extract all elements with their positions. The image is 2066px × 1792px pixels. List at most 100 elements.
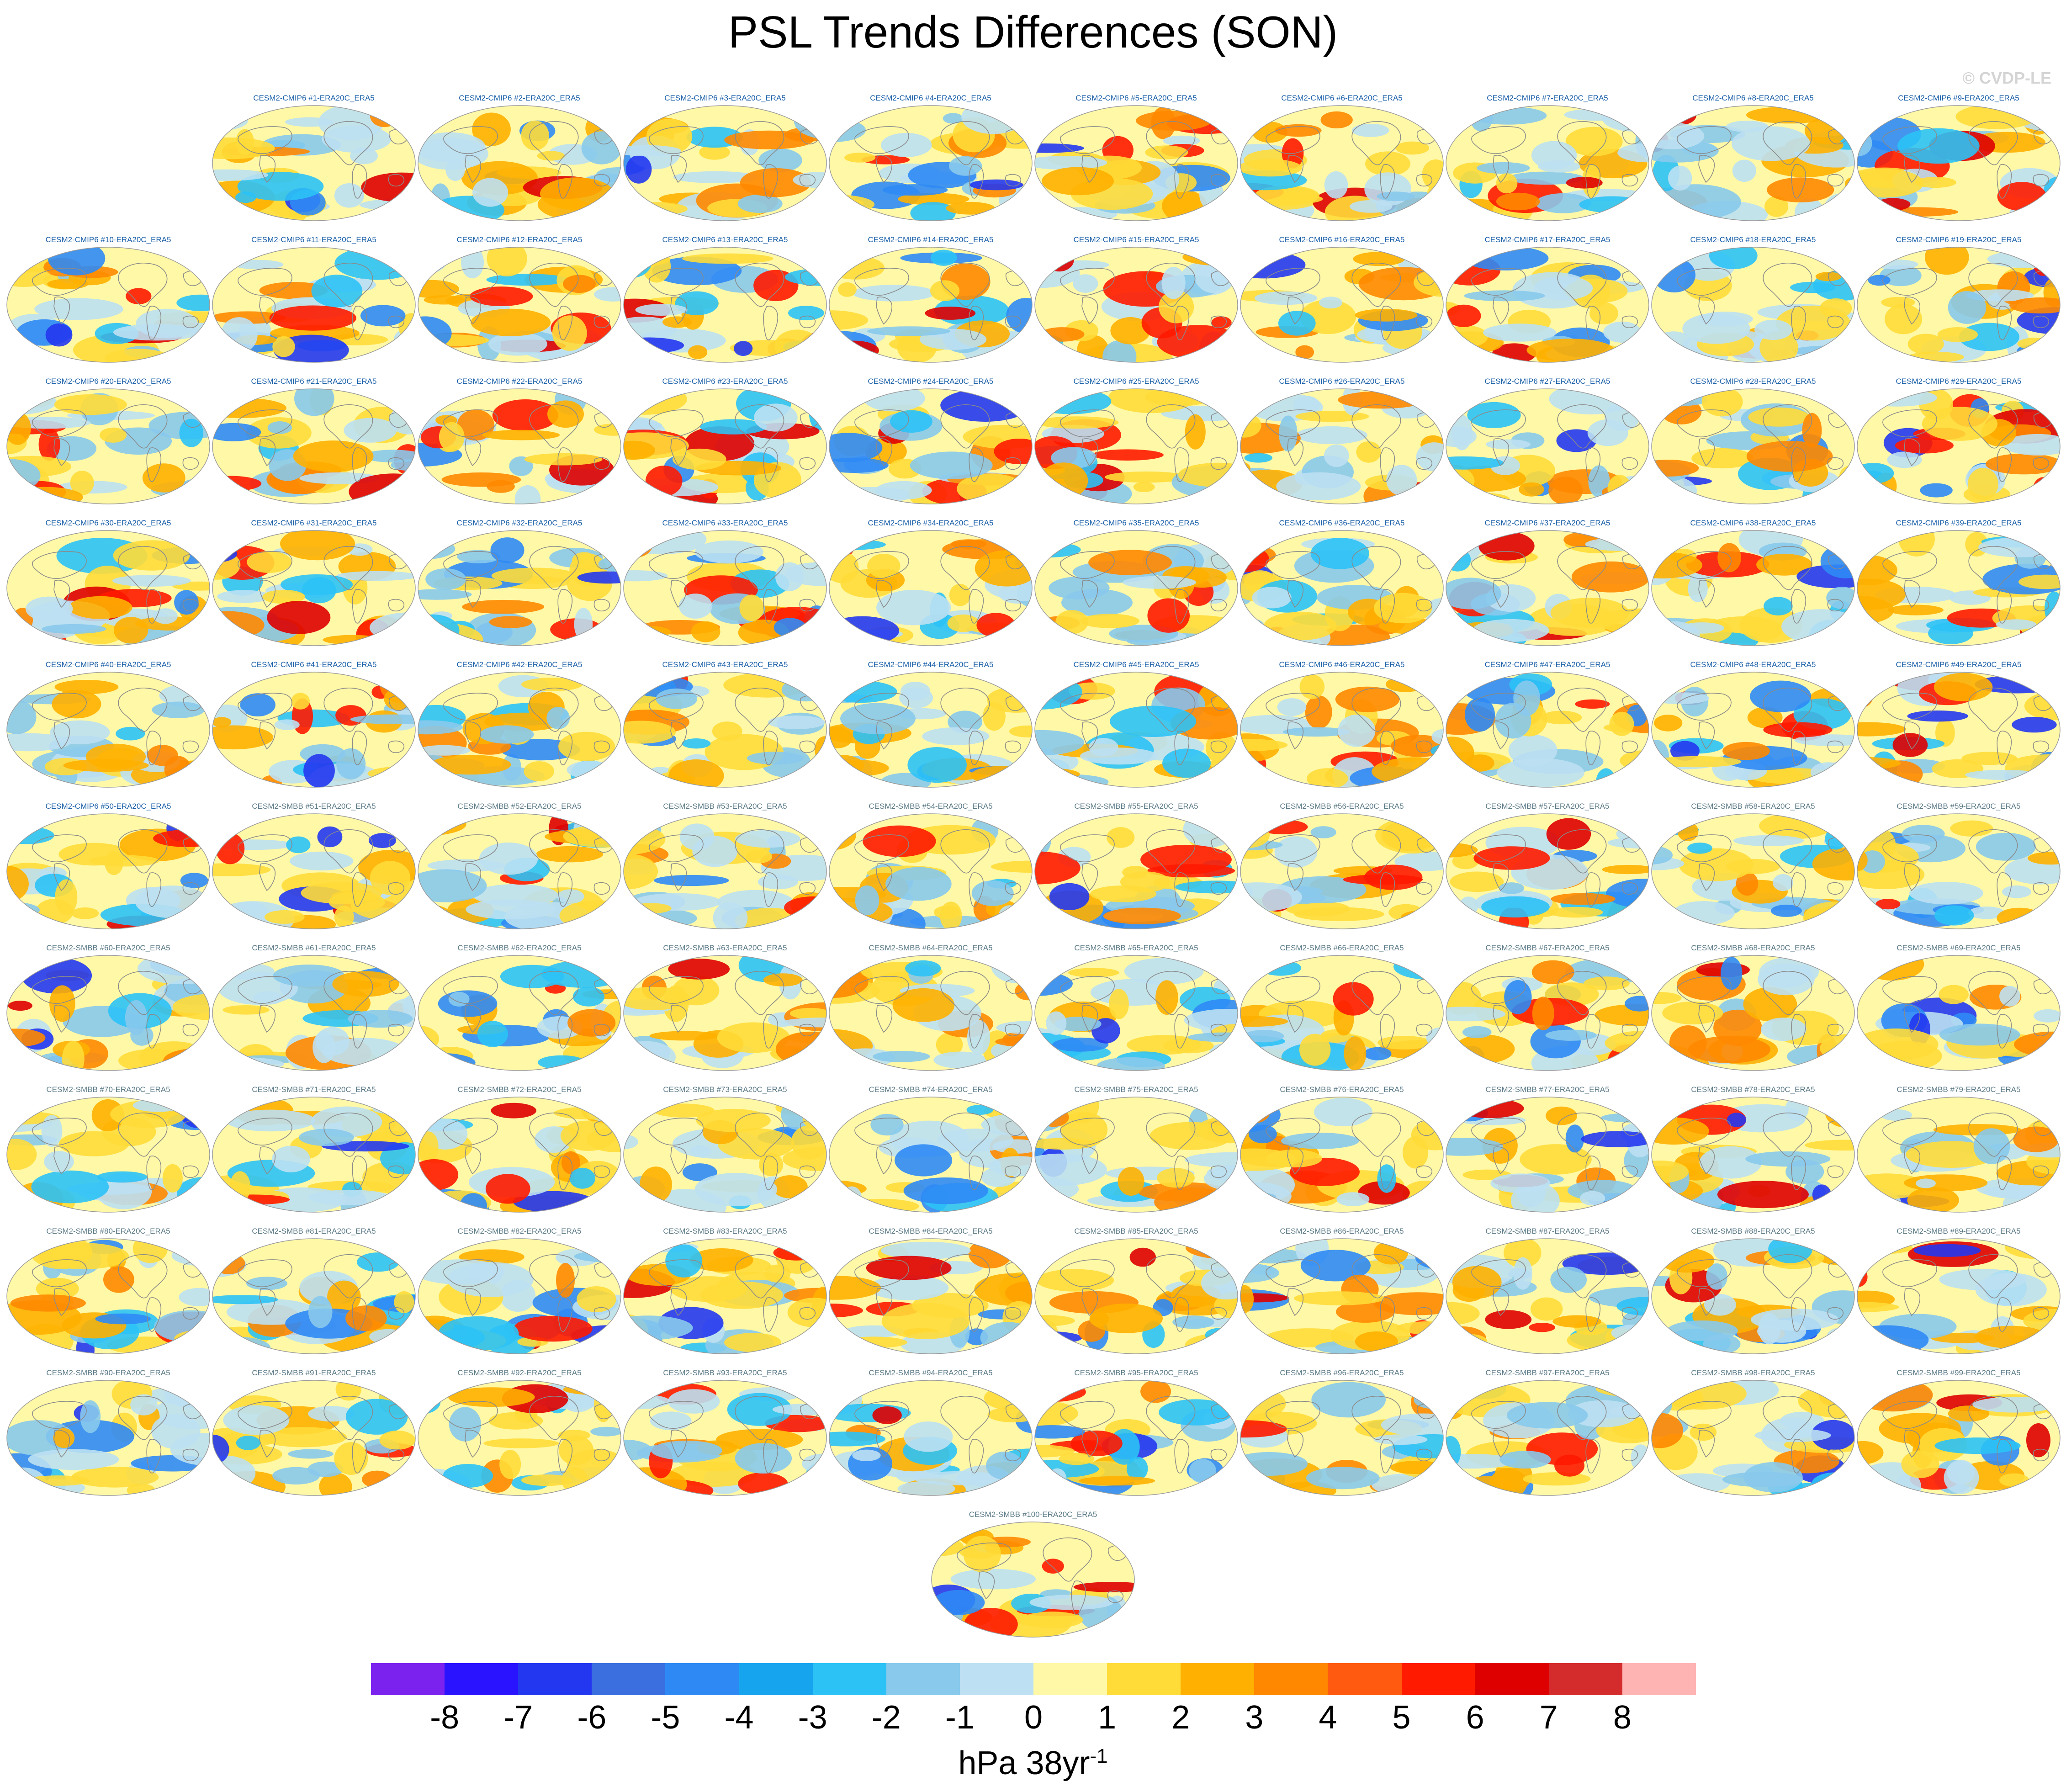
- world-map-plot: [1446, 813, 1649, 929]
- panel-title: CESM2-SMBB #82-ERA20C_ERA5: [457, 1227, 582, 1235]
- panel-title: CESM2-SMBB #51-ERA20C_ERA5: [252, 802, 376, 811]
- map-panel: CESM2-SMBB #74-ERA20C_ERA5: [828, 1085, 1033, 1213]
- panel-title: CESM2-CMIP6 #38-ERA20C_ERA5: [1690, 519, 1816, 527]
- map-panel: CESM2-CMIP6 #23-ERA20C_ERA5: [622, 377, 828, 505]
- colorbar-tick-label: -8: [430, 1699, 460, 1736]
- world-map-plot: [1651, 1097, 1855, 1213]
- panel-title: CESM2-SMBB #59-ERA20C_ERA5: [1896, 802, 2021, 811]
- world-map-plot: [1034, 1238, 1238, 1354]
- panel-title: CESM2-SMBB #79-ERA20C_ERA5: [1896, 1085, 2021, 1094]
- world-map-plot: [623, 530, 827, 646]
- world-map-plot: [418, 1238, 621, 1354]
- map-panel: CESM2-CMIP6 #22-ERA20C_ERA5: [417, 377, 622, 505]
- map-panel: CESM2-CMIP6 #47-ERA20C_ERA5: [1445, 660, 1650, 788]
- colorbar-tick-label: 8: [1613, 1699, 1632, 1736]
- panel-title: CESM2-CMIP6 #32-ERA20C_ERA5: [456, 519, 583, 527]
- panel-title: CESM2-CMIP6 #30-ERA20C_ERA5: [45, 519, 171, 527]
- world-map-plot: [6, 388, 210, 504]
- world-map-plot: [829, 530, 1033, 646]
- map-panel: CESM2-SMBB #62-ERA20C_ERA5: [417, 944, 622, 1071]
- world-map-plot: [1034, 955, 1238, 1071]
- map-panel: CESM2-SMBB #53-ERA20C_ERA5: [622, 802, 828, 930]
- map-panel: CESM2-SMBB #96-ERA20C_ERA5: [1239, 1368, 1445, 1496]
- panel-title: CESM2-SMBB #75-ERA20C_ERA5: [1074, 1085, 1198, 1094]
- map-panel: CESM2-SMBB #86-ERA20C_ERA5: [1239, 1227, 1445, 1355]
- panel-title: CESM2-SMBB #100-ERA20C_ERA5: [969, 1510, 1097, 1519]
- panel-title: CESM2-CMIP6 #42-ERA20C_ERA5: [456, 660, 583, 669]
- world-map-plot: [1034, 1097, 1238, 1213]
- world-map-plot: [829, 955, 1033, 1071]
- map-panel: CESM2-CMIP6 #36-ERA20C_ERA5: [1239, 519, 1445, 647]
- map-panel: CESM2-SMBB #68-ERA20C_ERA5: [1650, 944, 1856, 1071]
- world-map-plot: [212, 955, 416, 1071]
- map-panel: CESM2-SMBB #59-ERA20C_ERA5: [1856, 802, 2061, 930]
- map-panel: CESM2-SMBB #72-ERA20C_ERA5: [417, 1085, 622, 1213]
- world-map-plot: [1240, 105, 1444, 221]
- world-map-plot: [418, 1097, 621, 1213]
- world-map-plot: [829, 388, 1033, 504]
- map-panel: CESM2-CMIP6 #35-ERA20C_ERA5: [1033, 519, 1239, 647]
- panel-title: CESM2-CMIP6 #7-ERA20C_ERA5: [1487, 94, 1608, 102]
- world-map-plot: [1034, 1380, 1238, 1496]
- map-panel: CESM2-CMIP6 #28-ERA20C_ERA5: [1650, 377, 1856, 505]
- map-panel: CESM2-SMBB #79-ERA20C_ERA5: [1856, 1085, 2061, 1213]
- world-map-plot: [623, 247, 827, 363]
- panel-title: CESM2-CMIP6 #9-ERA20C_ERA5: [1898, 94, 2019, 102]
- world-map-plot: [1857, 1380, 2061, 1496]
- colorbar-tick-label: 4: [1319, 1699, 1337, 1736]
- panel-title: CESM2-SMBB #73-ERA20C_ERA5: [663, 1085, 787, 1094]
- colorbar-swatch: [1328, 1663, 1402, 1695]
- world-map-plot: [212, 530, 416, 646]
- panel-title: CESM2-CMIP6 #36-ERA20C_ERA5: [1279, 519, 1405, 527]
- map-panel: CESM2-SMBB #77-ERA20C_ERA5: [1445, 1085, 1650, 1213]
- world-map-plot: [1857, 388, 2061, 504]
- map-panel: CESM2-CMIP6 #21-ERA20C_ERA5: [211, 377, 417, 505]
- map-panel: CESM2-SMBB #92-ERA20C_ERA5: [417, 1368, 622, 1496]
- colorbar-tick-label: -7: [503, 1699, 533, 1736]
- world-map-plot: [1240, 247, 1444, 363]
- world-map-plot: [1446, 105, 1649, 221]
- world-map-plot: [623, 388, 827, 504]
- map-panel: CESM2-CMIP6 #12-ERA20C_ERA5: [417, 235, 622, 363]
- panel-title: CESM2-CMIP6 #37-ERA20C_ERA5: [1484, 519, 1610, 527]
- colorbar-tick-label: 5: [1392, 1699, 1411, 1736]
- map-panel: CESM2-SMBB #60-ERA20C_ERA5: [5, 944, 211, 1071]
- world-map-plot: [1034, 672, 1238, 788]
- map-panel: CESM2-SMBB #76-ERA20C_ERA5: [1239, 1085, 1445, 1213]
- panel-title: CESM2-SMBB #80-ERA20C_ERA5: [46, 1227, 170, 1235]
- panel-title: CESM2-SMBB #78-ERA20C_ERA5: [1691, 1085, 1815, 1094]
- panel-title: CESM2-CMIP6 #22-ERA20C_ERA5: [456, 377, 583, 386]
- map-panel: CESM2-SMBB #94-ERA20C_ERA5: [828, 1368, 1033, 1496]
- map-panel: CESM2-CMIP6 #15-ERA20C_ERA5: [1033, 235, 1239, 363]
- map-panel: CESM2-SMBB #70-ERA20C_ERA5: [5, 1085, 211, 1213]
- map-panel: CESM2-CMIP6 #32-ERA20C_ERA5: [417, 519, 622, 647]
- panel-title: CESM2-CMIP6 #10-ERA20C_ERA5: [45, 235, 171, 244]
- map-panel: CESM2-CMIP6 #38-ERA20C_ERA5: [1650, 519, 1856, 647]
- world-map-plot: [1651, 1380, 1855, 1496]
- world-map-plot: [418, 105, 621, 221]
- map-panel: CESM2-CMIP6 #18-ERA20C_ERA5: [1650, 235, 1856, 363]
- panel-title: CESM2-SMBB #93-ERA20C_ERA5: [663, 1368, 787, 1377]
- map-panel: CESM2-CMIP6 #26-ERA20C_ERA5: [1239, 377, 1445, 505]
- panel-title: CESM2-CMIP6 #27-ERA20C_ERA5: [1484, 377, 1610, 386]
- world-map-plot: [1034, 388, 1238, 504]
- panel-title: CESM2-CMIP6 #14-ERA20C_ERA5: [868, 235, 994, 244]
- panel-title: CESM2-SMBB #96-ERA20C_ERA5: [1280, 1368, 1404, 1377]
- map-panel: CESM2-SMBB #73-ERA20C_ERA5: [622, 1085, 828, 1213]
- colorbar-swatch: [1107, 1663, 1181, 1695]
- map-panel: CESM2-SMBB #80-ERA20C_ERA5: [5, 1227, 211, 1355]
- panel-title: CESM2-CMIP6 #26-ERA20C_ERA5: [1279, 377, 1405, 386]
- panel-title: CESM2-CMIP6 #39-ERA20C_ERA5: [1896, 519, 2022, 527]
- world-map-plot: [6, 955, 210, 1071]
- panel-title: CESM2-CMIP6 #2-ERA20C_ERA5: [459, 94, 580, 102]
- map-panel: CESM2-SMBB #57-ERA20C_ERA5: [1445, 802, 1650, 930]
- world-map-plot: [212, 1238, 416, 1354]
- map-panel: CESM2-SMBB #81-ERA20C_ERA5: [211, 1227, 417, 1355]
- map-panel: CESM2-SMBB #82-ERA20C_ERA5: [417, 1227, 622, 1355]
- world-map-plot: [212, 813, 416, 929]
- colorbar-tick-label: -2: [871, 1699, 901, 1736]
- colorbar-swatch: [1254, 1663, 1328, 1695]
- panel-title: CESM2-SMBB #69-ERA20C_ERA5: [1896, 944, 2021, 952]
- world-map-plot: [623, 1097, 827, 1213]
- world-map-plot: [1857, 530, 2061, 646]
